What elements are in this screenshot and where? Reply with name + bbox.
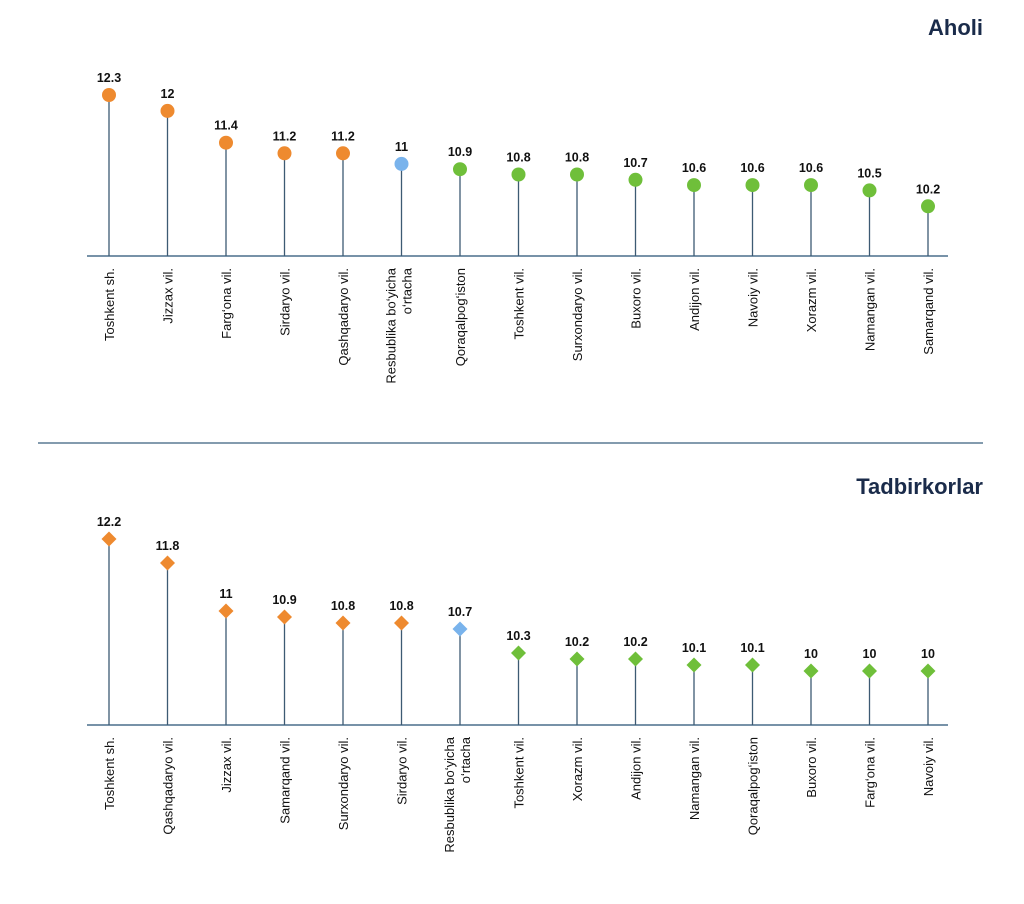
data-point — [394, 615, 409, 631]
data-point — [628, 172, 643, 187]
category-label: Toshkent vil. — [512, 737, 527, 809]
category-label: Buxoro vil. — [629, 268, 644, 329]
category-label: Resbublika bo‘yichao‘rtacha — [384, 267, 415, 383]
data-point — [218, 603, 234, 619]
data-point — [569, 651, 585, 667]
data-label: 11 — [395, 140, 408, 154]
category-label: Andijon vil. — [687, 268, 702, 331]
category-label: Qoraqalpog‘iston — [453, 268, 468, 366]
data-point — [277, 609, 292, 625]
category-label: Qashqadaryo vil. — [336, 268, 351, 366]
data-point — [511, 167, 526, 182]
category-label: Jizzax vil. — [161, 268, 176, 324]
data-label: 11.2 — [273, 129, 297, 143]
data-point — [277, 146, 292, 161]
data-label: 11.4 — [214, 119, 238, 133]
data-point — [336, 146, 350, 161]
data-point — [687, 178, 701, 193]
category-label: Namangan vil. — [687, 737, 702, 820]
category-label: Samarqand vil. — [278, 737, 293, 824]
data-label: 10.8 — [506, 151, 530, 165]
data-label: 10.3 — [506, 629, 530, 643]
data-label: 11 — [219, 587, 232, 601]
data-point — [511, 645, 526, 661]
data-label: 10.6 — [740, 161, 764, 175]
data-point — [921, 199, 935, 214]
category-label: Surxondaryo vil. — [336, 737, 351, 830]
data-point — [745, 178, 760, 193]
data-label: 10.5 — [857, 166, 881, 180]
data-label: 11.2 — [331, 129, 355, 143]
category-label: Farg‘ona vil. — [863, 737, 878, 808]
data-point — [101, 531, 117, 547]
data-label: 10.6 — [682, 161, 706, 175]
data-label: 10.2 — [565, 635, 589, 649]
category-label: Xorazm vil. — [570, 737, 585, 801]
data-label: 10.8 — [389, 599, 413, 613]
data-point — [335, 615, 351, 631]
data-label: 10.1 — [740, 641, 764, 655]
data-label: 11.8 — [156, 539, 180, 553]
data-label: 10.6 — [799, 161, 823, 175]
category-label: Navoiy vil. — [746, 268, 761, 327]
data-point — [804, 178, 818, 193]
category-label: Buxoro vil. — [804, 737, 819, 798]
data-label: 10.2 — [916, 182, 940, 196]
category-label: Resbublika bo‘yichao‘rtacha — [442, 736, 473, 852]
data-label: 10 — [863, 647, 877, 661]
category-label: Surxondaryo vil. — [570, 268, 585, 361]
data-point — [862, 663, 877, 679]
data-label: 10.9 — [272, 593, 296, 607]
category-label: Navoiy vil. — [921, 737, 936, 796]
category-label: Xorazm vil. — [804, 268, 819, 332]
data-label: 10 — [804, 647, 818, 661]
data-label: 10.7 — [448, 605, 472, 619]
data-point — [920, 663, 936, 679]
data-label: 10.9 — [448, 145, 472, 159]
data-point — [453, 162, 467, 177]
category-label: Andijon vil. — [629, 737, 644, 800]
category-label: Toshkent vil. — [512, 268, 527, 340]
data-point — [452, 621, 468, 637]
category-label: Qashqadaryo vil. — [161, 737, 176, 835]
data-label: 12.2 — [97, 515, 121, 529]
data-label: 10.7 — [623, 156, 647, 170]
category-label: Toshkent sh. — [102, 268, 117, 341]
data-point — [160, 555, 175, 571]
data-point — [686, 657, 702, 673]
category-label: Farg‘ona vil. — [219, 268, 234, 339]
data-point — [160, 103, 175, 118]
data-label: 10.2 — [623, 635, 647, 649]
data-point — [628, 651, 643, 667]
panel-tadbirkorlar: 12.2 Toshkent sh. 11.8 Qashqadaryo vil. 11 Ji… — [87, 515, 948, 853]
data-point — [862, 183, 877, 198]
category-label: Qoraqalpog‘iston — [746, 737, 761, 835]
category-label: Sirdaryo vil. — [278, 268, 293, 336]
category-label: Namangan vil. — [863, 268, 878, 351]
data-point — [570, 167, 584, 182]
data-label: 10 — [921, 647, 935, 661]
data-point — [745, 657, 760, 673]
data-label: 10.8 — [565, 151, 589, 165]
panel-title-aholi: Aholi — [928, 15, 983, 40]
panel-aholi: 12.3 Toshkent sh. 12 Jizzax vil. 11.4 Farg‘on… — [87, 71, 948, 384]
category-label: Toshkent sh. — [102, 737, 117, 810]
data-point — [803, 663, 819, 679]
data-point — [219, 135, 233, 150]
category-label: Jizzax vil. — [219, 737, 234, 793]
data-label: 12 — [161, 87, 175, 101]
data-point — [102, 88, 116, 102]
category-label: Samarqand vil. — [921, 268, 936, 355]
panel-title-tadbirkorlar: Tadbirkorlar — [856, 474, 983, 499]
data-label: 12.3 — [97, 71, 121, 85]
category-label: Sirdaryo vil. — [395, 737, 410, 805]
data-label: 10.1 — [682, 641, 706, 655]
data-point — [394, 156, 409, 171]
data-label: 10.8 — [331, 599, 355, 613]
